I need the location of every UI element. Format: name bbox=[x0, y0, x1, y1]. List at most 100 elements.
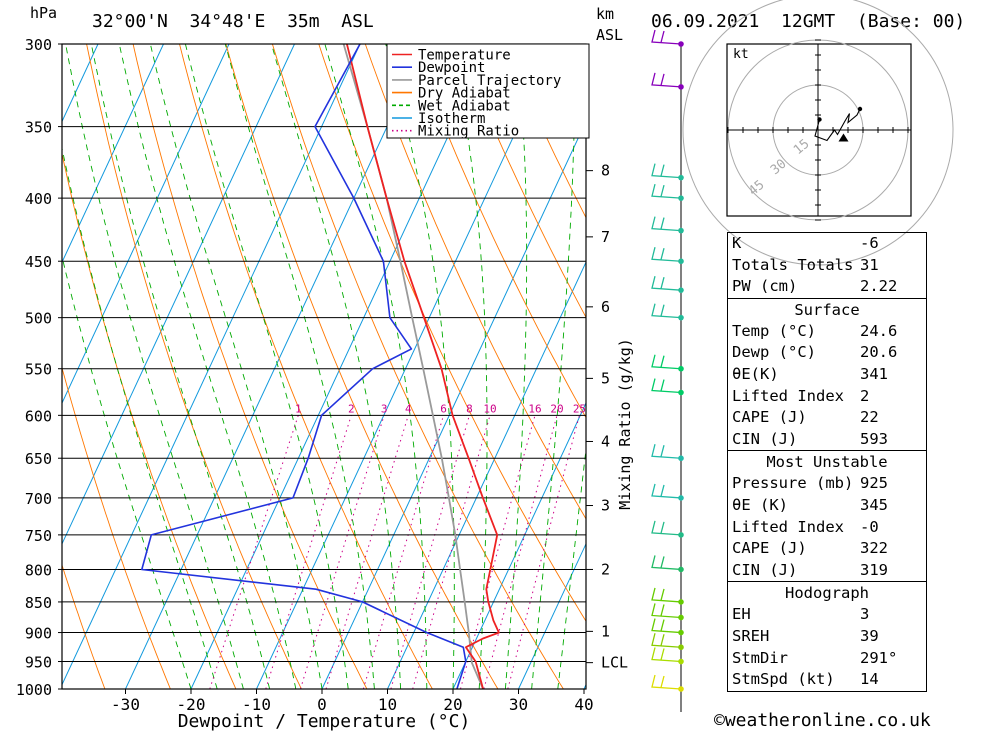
pressure-tick-label: 400 bbox=[25, 190, 52, 208]
most-unstable-heading: Most Unstable bbox=[766, 453, 888, 472]
pressure-tick-label: 600 bbox=[25, 407, 52, 425]
wind-barb bbox=[651, 276, 682, 291]
dry-adiabat-line bbox=[62, 563, 106, 689]
dry-adiabat-line bbox=[411, 44, 586, 419]
wind-barb bbox=[651, 520, 682, 536]
mixing-ratio-line bbox=[362, 415, 444, 689]
pressure-tick-label: 750 bbox=[25, 527, 52, 545]
legend-label: Parcel Trajectory bbox=[418, 73, 561, 89]
legend-label: Temperature bbox=[418, 48, 511, 64]
wind-barb bbox=[651, 163, 682, 179]
wind-barb bbox=[651, 618, 682, 634]
wind-barb bbox=[651, 354, 682, 370]
isotherm-line bbox=[62, 44, 230, 405]
km-tick-label: 7 bbox=[601, 228, 610, 246]
hodograph-row: StmDir 291° bbox=[732, 648, 898, 667]
mixing-ratio-line bbox=[483, 415, 558, 689]
surface-row: Lifted Index 2 bbox=[732, 386, 870, 405]
pressure-tick-label: 950 bbox=[25, 654, 52, 672]
parcel-trajectory-line bbox=[342, 44, 484, 689]
indices-table: K -6 Totals Totals 31 PW (cm) 2.22 Surface … bbox=[727, 232, 927, 692]
wind-barb-flag bbox=[660, 445, 665, 457]
mixing-ratio-line bbox=[325, 415, 409, 689]
wet-adiabat-line bbox=[65, 44, 244, 689]
temperature-tick-label: 20 bbox=[443, 695, 462, 714]
wind-barb bbox=[651, 29, 682, 45]
temperature-tick-label: -30 bbox=[111, 695, 140, 714]
copyright-footer: ©weatheronline.co.uk bbox=[714, 710, 931, 731]
surface-heading: Surface bbox=[794, 300, 860, 319]
mixing-ratio-label: 25 bbox=[573, 402, 586, 415]
wind-barb bbox=[651, 247, 682, 262]
wind-barb bbox=[651, 72, 682, 88]
dry-adiabat-line bbox=[923, 44, 1000, 689]
surface-row: Dewp (°C) 20.6 bbox=[732, 343, 898, 362]
hodograph-row: SREH 39 bbox=[732, 626, 879, 645]
most-unstable-row: θE (K) 345 bbox=[732, 495, 888, 514]
hodograph-row: StmSpd (kt) 14 bbox=[732, 670, 879, 689]
mixing-ratio-line bbox=[300, 415, 385, 689]
mixing-ratio-line bbox=[507, 415, 580, 689]
wind-barb-flag bbox=[660, 588, 665, 601]
wind-barb bbox=[651, 444, 682, 459]
wind-barb-flag bbox=[660, 619, 665, 632]
hodograph-end-point bbox=[857, 106, 863, 112]
mixing-ratio-label: 16 bbox=[528, 402, 541, 415]
wind-barb-flag bbox=[660, 164, 665, 177]
wind-barb-flag bbox=[660, 30, 665, 43]
mixing-ratio-label: 2 bbox=[348, 402, 355, 415]
wind-barb-dot bbox=[678, 495, 684, 501]
dry-adiabat-line bbox=[969, 44, 1000, 689]
isotherm-line bbox=[256, 44, 557, 689]
general-indices-box: K -6 Totals Totals 31 PW (cm) 2.22 bbox=[727, 232, 927, 299]
pressure-tick-label: 1000 bbox=[16, 681, 52, 699]
wind-barb-dot bbox=[678, 455, 684, 462]
dry-adiabat-line bbox=[318, 44, 586, 623]
wet-adiabat-line bbox=[90, 44, 271, 689]
dry-adiabat-line bbox=[457, 44, 586, 319]
pressure-tick-label: 500 bbox=[25, 310, 52, 328]
mixing-ratio-axis-title: Mixing Ratio (g/kg) bbox=[616, 338, 634, 510]
most-unstable-row: Pressure (mb) 925 bbox=[732, 474, 888, 493]
asl-unit-label: ASL bbox=[596, 26, 624, 44]
pressure-tick-label: 300 bbox=[25, 36, 52, 54]
km-tick-label: 2 bbox=[601, 560, 610, 578]
wet-adiabat-line bbox=[118, 44, 297, 689]
legend-label: Dewpoint bbox=[418, 60, 485, 76]
mixing-ratio-label: 10 bbox=[483, 402, 496, 415]
wet-adiabat-line bbox=[149, 44, 323, 689]
isotherm-line bbox=[387, 261, 586, 689]
wind-barb-flag bbox=[660, 521, 665, 534]
wind-barb-flag bbox=[660, 484, 665, 497]
x-axis-title: Dewpoint / Temperature (°C) bbox=[178, 711, 471, 732]
wind-barb-flag bbox=[660, 556, 665, 569]
wind-barb-dot bbox=[678, 365, 684, 372]
legend-label: Dry Adiabat bbox=[418, 86, 511, 102]
surface-row: CIN (J) 593 bbox=[732, 429, 888, 448]
km-tick-label: 6 bbox=[601, 298, 610, 316]
wind-barb-flag bbox=[660, 248, 665, 260]
wind-barb-flag bbox=[660, 675, 665, 688]
hodograph-ring bbox=[682, 0, 954, 266]
wind-barb-flag bbox=[660, 648, 665, 661]
km-tick-label: 1 bbox=[601, 622, 610, 640]
surface-box: Surface Temp (°C) 24.6 Dewp (°C) 20.6 θE(K… bbox=[727, 297, 927, 452]
surface-row: Temp (°C) 24.6 bbox=[732, 321, 898, 340]
temperature-tick-label: 30 bbox=[509, 695, 528, 714]
hodograph-start-point bbox=[817, 117, 822, 122]
index-row-pw: PW (cm) 2.22 bbox=[732, 277, 898, 296]
legend-label: Isotherm bbox=[418, 111, 485, 127]
wind-barb-flag bbox=[660, 277, 665, 289]
wind-barb-flag bbox=[660, 604, 665, 617]
isotherm-line bbox=[518, 542, 586, 689]
index-row-k: K -6 bbox=[732, 234, 879, 252]
isotherm-line bbox=[62, 44, 295, 546]
mixing-ratio-line bbox=[390, 415, 470, 689]
wind-barb-flag bbox=[660, 634, 665, 646]
km-tick-label: LCL bbox=[601, 654, 628, 672]
temperature-tick-label: -20 bbox=[177, 695, 206, 714]
dry-adiabat-line bbox=[179, 44, 433, 689]
wind-barb bbox=[651, 587, 682, 603]
hodograph-unit-label: kt bbox=[733, 47, 749, 62]
